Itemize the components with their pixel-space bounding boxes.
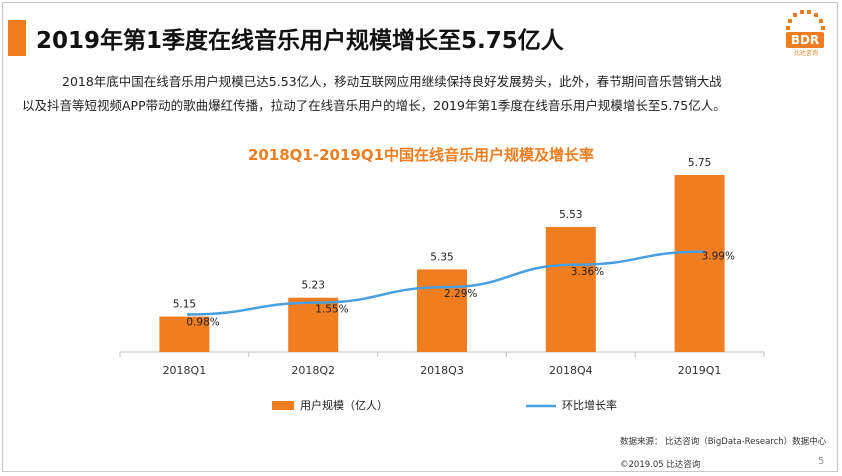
bar-value-label: 5.23	[302, 280, 325, 292]
legend-bar-label: 用户规模（亿人）	[300, 398, 388, 412]
bar-2019Q1	[674, 175, 725, 352]
growth-rate-label: 0.98%	[186, 317, 219, 329]
growth-rate-point	[186, 313, 190, 317]
logo-sunburst-icon	[786, 10, 825, 30]
x-tick-label: 2018Q3	[420, 364, 464, 377]
page-number: 5	[818, 456, 825, 467]
bar-value-label: 5.53	[559, 209, 582, 221]
intro-line-2: 以及抖音等短视频APP带动的歌曲爆红传播，拉动了在线音乐用户的增长，2019年第…	[22, 98, 726, 113]
growth-rate-point	[702, 250, 706, 254]
x-tick-label: 2019Q1	[678, 364, 722, 377]
growth-rate-label: 1.55%	[315, 304, 348, 316]
chart-title: 2018Q1-2019Q1中国在线音乐用户规模及增长率	[247, 146, 595, 164]
bdr-logo: BDR 比达咨询	[780, 8, 832, 58]
bar-value-label: 5.75	[688, 157, 711, 169]
bar-value-label: 5.15	[173, 299, 196, 311]
bar-2018Q4	[545, 226, 596, 352]
data-source: 数据来源： 比达咨询（BigData-Research）数据中心	[620, 437, 827, 447]
growth-rate-point	[573, 263, 577, 267]
x-tick-label: 2018Q1	[163, 364, 207, 377]
intro-line-1: 2018年底中国在线音乐用户规模已达5.53亿人，移动互联网应用继续保持良好发展…	[62, 74, 722, 89]
slide-title: 2019年第1季度在线音乐用户规模增长至5.75亿人	[36, 28, 564, 54]
legend-line-label: 环比增长率	[562, 398, 617, 412]
bar-2018Q3	[417, 269, 467, 352]
bar-value-label: 5.35	[430, 251, 453, 263]
bar-2018Q2	[288, 297, 339, 352]
bar-2018Q1	[159, 316, 210, 352]
logo-subtitle: 比达咨询	[793, 50, 818, 57]
intro-paragraph: 2018年底中国在线音乐用户规模已达5.53亿人，移动互联网应用继续保持良好发展…	[22, 70, 822, 118]
title-accent-bar	[8, 20, 26, 56]
legend-bar-swatch	[272, 401, 294, 410]
growth-rate-label: 2.29%	[444, 288, 477, 300]
growth-rate-point	[444, 285, 448, 289]
x-tick-label: 2018Q4	[549, 364, 593, 377]
logo-text: BDR	[786, 32, 824, 48]
growth-rate-label: 3.36%	[571, 266, 604, 278]
x-tick-label: 2018Q2	[291, 364, 335, 377]
growth-rate-point	[315, 301, 319, 305]
copyright: ©2019.05 比达咨询	[620, 460, 701, 470]
growth-rate-label: 3.99%	[702, 251, 735, 263]
